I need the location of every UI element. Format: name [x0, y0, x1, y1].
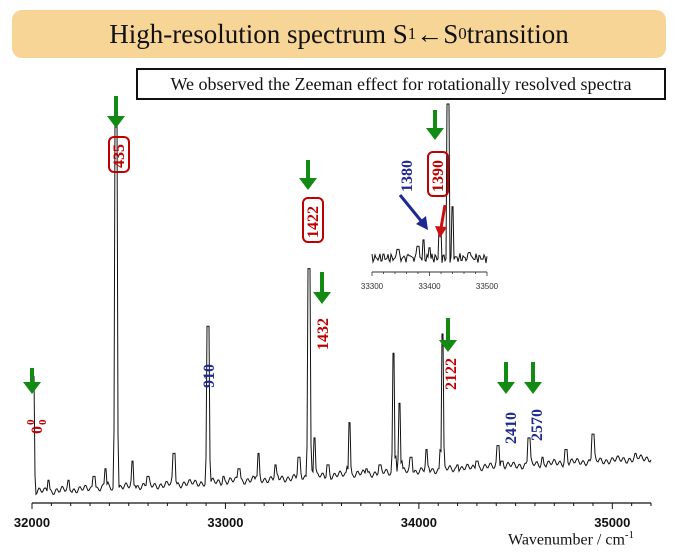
label-origin-sub: 0: [37, 419, 49, 425]
inset-arrow-1390-head: [435, 226, 447, 238]
arrow-2122-head: [439, 340, 457, 352]
label-910: 910: [201, 364, 218, 388]
arrow-1432-head: [313, 292, 331, 304]
arrow-origin-head: [23, 382, 41, 394]
label-1422: 1422: [302, 197, 324, 243]
label-2122-text: 2122: [443, 358, 460, 390]
label-1432-text: 1432: [315, 318, 332, 350]
arrow-1422-head: [299, 178, 317, 190]
x-tick-label: 35000: [594, 515, 630, 530]
title-sub-s1: 1: [407, 24, 417, 43]
label-2410-text: 2410: [503, 412, 520, 444]
zeeman-note-text: We observed the Zeeman effect for rotati…: [170, 73, 632, 94]
x-axis-label: Wavenumber / cm-1: [508, 529, 634, 549]
label-1422-box: [302, 197, 324, 243]
inset-arrow-1390-shaft: [439, 204, 447, 229]
x-axis-label-text: Wavenumber / cm: [508, 531, 625, 549]
arrow-2410-head: [497, 382, 515, 394]
inset-tick-label: 33500: [476, 282, 499, 291]
label-origin-sup: 0: [25, 419, 37, 425]
x-tick-label: 34000: [401, 515, 437, 530]
title-end: transition: [466, 18, 569, 49]
title-sub-s0: 0: [458, 24, 467, 43]
label-2570: 2570: [529, 409, 546, 441]
inset-trace: [371, 103, 488, 264]
spectrum-trace: [32, 114, 652, 496]
label-1380-text: 1380: [399, 160, 416, 192]
arrow-2570-head: [524, 382, 542, 394]
label-1390: 1390: [427, 151, 449, 197]
label-1432: 1432: [315, 318, 332, 350]
label-435-text: 435: [111, 144, 128, 168]
label-435: 435: [108, 136, 130, 173]
label-2410: 2410: [503, 412, 520, 444]
x-tick-label: 33000: [207, 515, 243, 530]
inset-tick-label: 33400: [418, 282, 441, 291]
label-1390-text: 1390: [430, 160, 447, 192]
inset-arrow-1380-head: [416, 216, 428, 230]
arrow-435-head: [107, 116, 125, 128]
label-2570-text: 2570: [529, 409, 546, 441]
label-435-box: [108, 136, 130, 173]
zeeman-note-box: We observed the Zeeman effect for rotati…: [136, 68, 666, 100]
inset-arrow-1380-shaft: [398, 194, 424, 223]
inset-tick-label: 33300: [361, 282, 384, 291]
label-2122: 2122: [443, 358, 460, 390]
x-axis-label-sup: -1: [624, 529, 635, 541]
label-origin-main: 0: [29, 426, 46, 434]
title-arrow: ←S: [416, 18, 459, 49]
label-1390-box: [427, 151, 449, 197]
title-main: High-resolution spectrum S: [109, 18, 408, 49]
x-tick-label: 32000: [14, 515, 50, 530]
label-1380: 1380: [399, 160, 416, 192]
label-1422-text: 1422: [305, 206, 322, 238]
arrow-1390-head: [426, 128, 444, 140]
label-origin-group: 000: [25, 419, 49, 434]
label-910-text: 910: [201, 364, 218, 388]
